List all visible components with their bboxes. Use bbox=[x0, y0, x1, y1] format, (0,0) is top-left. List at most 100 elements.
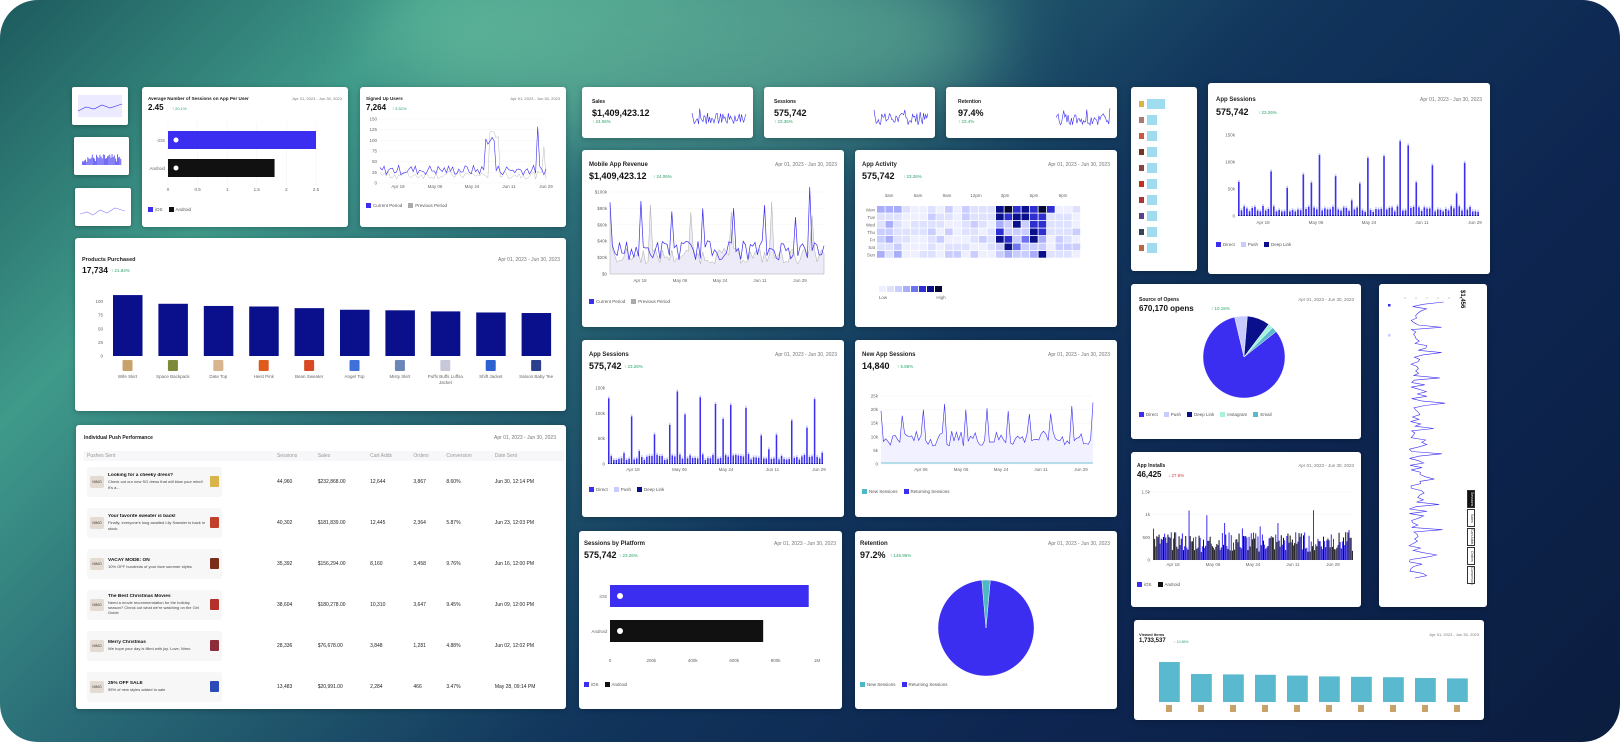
bar-direct bbox=[1264, 210, 1267, 216]
heat-cell bbox=[1004, 221, 1013, 228]
retention-kpi-card[interactable]: Retention 97.4% ↑ 23.4% bbox=[946, 87, 1117, 138]
bar-android bbox=[1183, 550, 1184, 560]
bar-deeplink bbox=[1294, 215, 1297, 216]
bar-direct bbox=[778, 459, 780, 464]
avg-sessions-card[interactable]: Average Number of Sessions on App Per Us… bbox=[142, 87, 348, 227]
bar-deeplink bbox=[1439, 215, 1442, 216]
product-swatch bbox=[1139, 213, 1144, 219]
table-row[interactable]: NIMO VACAY MODE: ON 10% OFF hundreds of yo… bbox=[84, 543, 564, 584]
app-sessions-right-card[interactable]: App Sessions Apr 01, 2023 - Jun 30, 2023… bbox=[1208, 83, 1490, 274]
bar-direct bbox=[735, 454, 737, 464]
bar-push bbox=[735, 452, 737, 455]
column-header[interactable]: Date Sent bbox=[491, 451, 564, 461]
column-header[interactable]: Sessions bbox=[274, 451, 315, 461]
bar-deeplink bbox=[691, 463, 694, 464]
bar-android bbox=[1291, 539, 1293, 560]
bar-ios bbox=[1164, 533, 1166, 560]
bar-push bbox=[747, 452, 750, 455]
bar bbox=[85, 159, 86, 165]
cell-conv: 9.76% bbox=[446, 560, 461, 567]
pie-slice-direct bbox=[1202, 316, 1286, 399]
push-preview[interactable]: NIMO Merry Christmas We hope your day is f… bbox=[87, 630, 222, 661]
bar-push bbox=[801, 454, 803, 457]
bar-android bbox=[1163, 536, 1164, 560]
app-activity-card[interactable]: App Activity Apr 01, 2023 - Jun 30, 2023… bbox=[855, 150, 1117, 327]
vertical-tab-orders[interactable]: Orders bbox=[1467, 547, 1475, 565]
viewed-items-card[interactable]: Viewed Items Apr 01, 2023 - Jun 30, 2023… bbox=[1134, 620, 1484, 720]
vertical-tab-cart-adds[interactable]: Cart Adds bbox=[1467, 528, 1475, 546]
bar-android bbox=[1189, 535, 1191, 560]
bar-direct bbox=[818, 458, 821, 464]
bar bbox=[340, 309, 370, 356]
bar-direct bbox=[813, 399, 816, 464]
thumbnail-2[interactable] bbox=[74, 137, 129, 175]
thumbnail-3[interactable] bbox=[75, 188, 131, 226]
push-preview[interactable]: NIMO Looking for a cheeky dress? Check out… bbox=[87, 466, 222, 497]
bar bbox=[97, 156, 99, 165]
bar bbox=[1147, 227, 1157, 237]
bar-android bbox=[1165, 537, 1167, 560]
date-range: Apr 01, 2023 - Jun 30, 2023 bbox=[1048, 352, 1110, 358]
platform-card[interactable]: Sessions by Platform Apr 01, 2023 - Jun … bbox=[579, 531, 842, 709]
heat-cell bbox=[996, 221, 1004, 228]
bar-ios bbox=[1217, 545, 1219, 560]
bar-direct bbox=[671, 455, 674, 464]
bar-android bbox=[1336, 547, 1338, 560]
table-row[interactable]: NIMO Your favorite sweater is back! Finall… bbox=[84, 502, 564, 543]
heat-cell bbox=[936, 213, 945, 221]
push-preview[interactable]: NIMO VACAY MODE: ON 10% OFF hundreds of yo… bbox=[87, 548, 222, 579]
sales-kpi-card[interactable]: Sales $1,409,423.12 ↑ 24.06% bbox=[582, 87, 753, 138]
table-row[interactable]: NIMO Merry Christmas We hope your day is f… bbox=[84, 625, 564, 666]
push-performance-card[interactable]: Individual Push Performance Apr 01, 2023… bbox=[76, 425, 566, 709]
bar-direct bbox=[704, 459, 707, 464]
sessions-kpi-card[interactable]: Sessions 575,742 ↑ 23.36% bbox=[764, 87, 935, 138]
table-row[interactable]: NIMO Looking for a cheeky dress? Check out… bbox=[84, 461, 564, 502]
push-preview[interactable]: NIMO Your favorite sweater is back! Finall… bbox=[87, 507, 222, 538]
revenue-card[interactable]: Mobile App Revenue Apr 01, 2023 - Jun 30… bbox=[582, 150, 844, 327]
column-header[interactable]: Sales bbox=[314, 451, 368, 461]
x-tick: May 06 bbox=[428, 184, 443, 189]
y-tick: $80k bbox=[597, 206, 608, 211]
bar-push bbox=[770, 456, 773, 459]
source-of-opens-card[interactable]: Source of Opens Apr 01, 2023 - Jun 30, 2… bbox=[1131, 284, 1361, 439]
bar-direct bbox=[1272, 206, 1275, 216]
vertical-chart-card[interactable]: $1,456 Sessions Sales Cart Adds Orders Conve… bbox=[1379, 284, 1487, 607]
thumbnail-1[interactable] bbox=[72, 87, 128, 125]
column-header[interactable]: Pushes Sent bbox=[84, 451, 274, 461]
bar-android bbox=[610, 620, 764, 642]
push-body: Finally, everyone's long awaited Lily Sw… bbox=[108, 520, 205, 531]
bar-ios bbox=[168, 131, 316, 149]
vertical-tab-sessions[interactable]: Sessions bbox=[1467, 490, 1475, 508]
push-preview[interactable]: NIMO 25% OFF SALE 95% of new styles added … bbox=[87, 671, 222, 702]
table-row[interactable]: NIMO The Best Christmas Movies Need a movi… bbox=[84, 584, 564, 625]
bar-deeplink bbox=[742, 463, 745, 464]
column-header[interactable]: Conversion bbox=[443, 451, 492, 461]
bar-push bbox=[724, 453, 727, 456]
products-purchased-card[interactable]: Products Purchased Apr 01, 2023 - Jun 30… bbox=[75, 238, 566, 411]
retention-card[interactable]: Retention Apr 01, 2023 - Jun 30, 2023 97… bbox=[855, 531, 1117, 709]
push-preview[interactable]: NIMO The Best Christmas Movies Need a movi… bbox=[87, 589, 222, 620]
bar-ios bbox=[610, 585, 809, 607]
y-tick: $20k bbox=[597, 255, 608, 260]
vertical-tab-conversion[interactable]: Conversion bbox=[1467, 566, 1475, 585]
table-row[interactable]: NIMO 25% OFF SALE 95% of new styles added … bbox=[84, 666, 564, 707]
bar-push bbox=[1458, 204, 1461, 207]
vertical-tab-sales[interactable]: Sales bbox=[1467, 509, 1475, 527]
app-installs-card[interactable]: App Installs Apr 01, 2023 - Jun 30, 2023… bbox=[1131, 452, 1361, 607]
sparkline bbox=[691, 108, 747, 125]
app-sessions-mid-card[interactable]: App Sessions Apr 01, 2023 - Jun 30, 2023… bbox=[582, 340, 844, 517]
new-sessions-card[interactable]: New App Sessions Apr 01, 2023 - Jun 30, … bbox=[855, 340, 1117, 517]
bar-deeplink bbox=[674, 463, 676, 464]
column-header[interactable]: Orders bbox=[410, 451, 444, 461]
bar-push bbox=[796, 454, 798, 457]
product-list-thumb[interactable] bbox=[1131, 87, 1197, 271]
bar-deeplink bbox=[651, 463, 653, 464]
pie-slice-returning-sessions bbox=[937, 579, 1035, 677]
bar-deeplink bbox=[1463, 215, 1466, 216]
bar-deeplink bbox=[757, 463, 760, 464]
metric-value: 575,742 bbox=[1216, 107, 1249, 117]
bar-android bbox=[1305, 548, 1307, 560]
bar-push bbox=[709, 456, 712, 459]
signed-up-card[interactable]: Signed Up Users Apr 01, 2023 - Jun 30, 2… bbox=[360, 87, 566, 227]
column-header[interactable]: Cart Adds bbox=[367, 451, 411, 461]
